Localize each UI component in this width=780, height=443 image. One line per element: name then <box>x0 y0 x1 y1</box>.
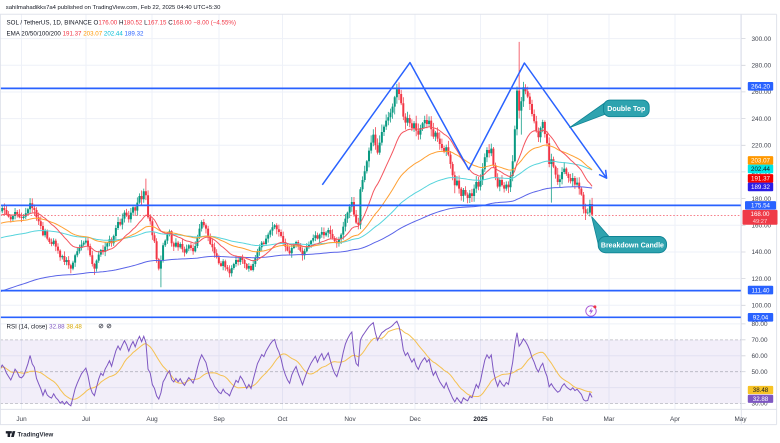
svg-text:49:27: 49:27 <box>753 219 768 225</box>
svg-text:32.88: 32.88 <box>753 396 769 403</box>
svg-text:38.48: 38.48 <box>753 387 769 394</box>
svg-text:80.00: 80.00 <box>752 321 768 328</box>
svg-text:Aug: Aug <box>146 416 158 423</box>
svg-text:50.00: 50.00 <box>752 369 768 376</box>
svg-text:Jul: Jul <box>82 416 90 423</box>
svg-text:160.00: 160.00 <box>752 223 772 230</box>
svg-text:92.04: 92.04 <box>753 315 769 322</box>
svg-text:100.00: 100.00 <box>752 303 772 310</box>
svg-text:189.32: 189.32 <box>751 184 770 191</box>
svg-text:Feb: Feb <box>542 416 553 423</box>
svg-text:168.00: 168.00 <box>751 211 770 218</box>
svg-text:TradingView: TradingView <box>18 432 54 439</box>
svg-text:280.00: 280.00 <box>752 63 772 70</box>
svg-text:203.07: 203.07 <box>751 158 770 165</box>
svg-text:RSI (14, close) 32.88 38.48: RSI (14, close) 32.88 38.48 <box>7 323 83 330</box>
svg-text:SOL / TetherUS, 1D, BINANCE O1: SOL / TetherUS, 1D, BINANCE O176.00 H180… <box>7 19 237 26</box>
svg-text:175.54: 175.54 <box>751 203 770 210</box>
svg-text:Oct: Oct <box>278 416 288 423</box>
svg-text:60.00: 60.00 <box>752 353 768 360</box>
svg-text:Double Top: Double Top <box>607 106 645 113</box>
svg-text:Sep: Sep <box>213 416 225 423</box>
svg-text:240.00: 240.00 <box>752 116 772 123</box>
svg-text:264.20: 264.20 <box>751 84 770 91</box>
svg-text:220.00: 220.00 <box>752 143 772 150</box>
svg-text:120.00: 120.00 <box>752 276 772 283</box>
svg-text:191.37: 191.37 <box>751 176 770 183</box>
svg-text:30.00: 30.00 <box>752 401 768 408</box>
svg-text:111.40: 111.40 <box>751 287 770 294</box>
svg-text:May: May <box>734 416 747 423</box>
svg-text:300.00: 300.00 <box>752 36 772 43</box>
svg-text:180.00: 180.00 <box>752 196 772 203</box>
svg-text:EMA 20/50/100/200 191.37 203.0: EMA 20/50/100/200 191.37 203.07 202.44 1… <box>7 31 145 38</box>
svg-text:Breakdown Candle: Breakdown Candle <box>601 242 664 249</box>
svg-text:70.00: 70.00 <box>752 337 768 344</box>
svg-text:260.00: 260.00 <box>752 89 772 96</box>
svg-text:Jun: Jun <box>16 416 27 423</box>
svg-text:202.44: 202.44 <box>751 166 770 173</box>
svg-text:Dec: Dec <box>409 416 421 423</box>
svg-text:Nov: Nov <box>344 416 356 423</box>
svg-text:140.00: 140.00 <box>752 249 772 256</box>
svg-text:Mar: Mar <box>603 416 615 423</box>
svg-text:Apr: Apr <box>670 416 681 423</box>
svg-text:sahilmahadikks7a4 published on: sahilmahadikks7a4 published on TradingVi… <box>6 5 221 11</box>
svg-text:2025: 2025 <box>473 416 488 423</box>
